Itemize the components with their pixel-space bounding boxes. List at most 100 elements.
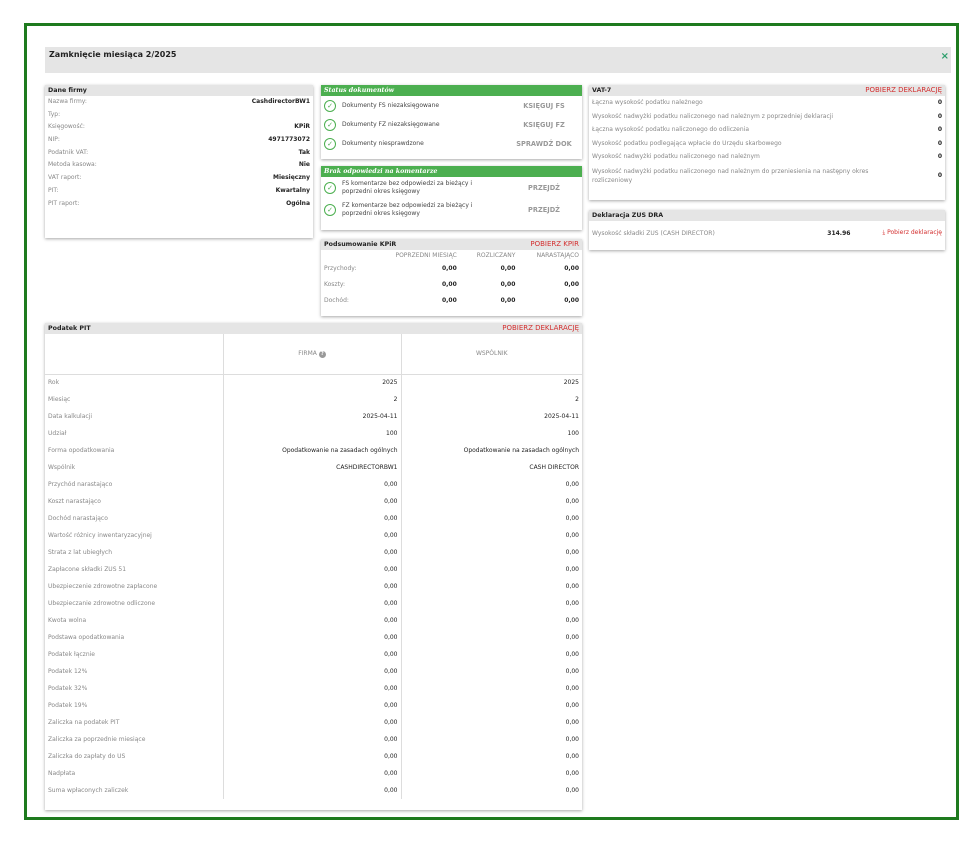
pit-wspolnik-value: 0,00 — [565, 498, 579, 505]
kpir-value: 0,00 — [564, 280, 579, 288]
zus-download-label: Pobierz deklarację — [887, 229, 942, 236]
download-vat-declaration-link[interactable]: POBIERZ DEKLARACJĘ — [865, 86, 942, 94]
pit-wspolnik-value: 0,00 — [565, 634, 579, 641]
comment-action-button[interactable]: PRZEJDŹ — [528, 184, 560, 192]
kpir-value: 0,00 — [500, 264, 516, 272]
download-pit-declaration-link[interactable]: POBIERZ DEKLARACJĘ — [502, 324, 579, 332]
pit-field-label: Dochód narastająco — [48, 515, 108, 522]
pit-field-label: Ubezpieczanie zdrowotne odliczone — [48, 600, 156, 607]
company-field-value: Ogólna — [286, 199, 310, 207]
company-row: PIT raport: Ogólna — [45, 198, 313, 211]
status-text: Dokumenty FS niezaksięgowane — [342, 102, 440, 109]
pit-wspolnik-value: 0,00 — [565, 515, 579, 522]
pit-wspolnik-value: 0,00 — [565, 668, 579, 675]
status-action-button[interactable]: KSIĘGUJ FS — [523, 101, 565, 110]
vat-row: Wysokość podatku podlegająca wpłacie do … — [589, 137, 945, 151]
pit-field-label: Ubezpieczenie zdrowotne zapłacone — [48, 583, 158, 590]
pit-row: Zaliczka do zapłaty do US 0,00 0,00 — [45, 748, 582, 765]
vat-field-label: Wysokość podatku podlegająca wpłacie do … — [592, 139, 782, 147]
check-circle-icon: ✓ — [324, 204, 336, 216]
company-field-value: Miesięczny — [272, 174, 310, 182]
pit-row: Dochód narastająco 0,00 0,00 — [45, 510, 582, 527]
company-field-value: CashdirectorBW1 — [251, 98, 310, 105]
kpir-value: 0,00 — [500, 296, 516, 304]
company-row: Nazwa firmy: CashdirectorBW1 — [45, 96, 313, 109]
company-field-label: PIT raport: — [48, 199, 80, 207]
pit-firma-value: 0,00 — [222, 561, 402, 578]
company-rows: Nazwa firmy: CashdirectorBW1 Typ: Księgowoś… — [45, 96, 313, 210]
zus-download[interactable]: ⤓ Pobierz deklarację — [883, 229, 942, 237]
pit-firma-value: 0,00 — [222, 765, 402, 782]
pit-firma-value: 0,00 — [222, 493, 402, 510]
comment-text: FZ komentarze bez odpowiedzi za bieżący … — [342, 202, 473, 217]
pit-wspolnik-value: 0,00 — [565, 600, 579, 607]
vat-row: Łączna wysokość podatku należnego 0 — [589, 96, 945, 110]
pit-firma-value: 0,00 — [222, 646, 402, 663]
pit-wspolnik-value: 0,00 — [565, 753, 579, 760]
pit-field-label: Zaliczka na podatek PIT — [48, 719, 120, 726]
pit-field-label: Wartość różnicy inwentaryzacyjnej — [48, 532, 152, 539]
company-field-label: Typ: — [48, 110, 61, 118]
pit-wspolnik-value: 0,00 — [565, 549, 579, 556]
check-circle-icon: ✓ — [324, 182, 336, 194]
pit-row: Podstawa opodatkowania 0,00 0,00 — [45, 629, 582, 646]
app-frame: Zamknięcie miesiąca 2/2025 × Dane firmy … — [24, 23, 959, 820]
company-field-label: NIP: — [48, 136, 60, 144]
company-row: Typ: — [45, 109, 313, 122]
pit-row: Koszt narastająco 0,00 0,00 — [45, 493, 582, 510]
pit-col-wspolnik: WSPÓLNIK — [401, 334, 582, 375]
pit-firma-value: 0,00 — [222, 697, 402, 714]
pit-firma-value: 0,00 — [222, 510, 402, 527]
kpir-col-header: NARASTAJĄCO — [536, 251, 579, 259]
company-field-value: Nie — [298, 161, 310, 169]
pit-field-label: Przychód narastająco — [48, 481, 113, 488]
company-field-label: VAT raport: — [48, 174, 82, 182]
zus-panel-title: Deklaracja ZUS DRA — [589, 210, 945, 221]
company-row: NIP: 4971773072 — [45, 134, 313, 147]
kpir-value: 0,00 — [441, 264, 457, 272]
status-rows: ✓ Dokumenty FS niezaksięgowane KSIĘGUJ FS ✓… — [321, 96, 582, 153]
status-action-button[interactable]: SPRAWDŹ DOK — [516, 139, 572, 148]
pit-field-label: Suma wpłaconych zaliczek — [48, 787, 129, 794]
pit-row: Zaliczka na podatek PIT 0,00 0,00 — [45, 714, 582, 731]
close-icon[interactable]: × — [940, 51, 949, 62]
pit-field-label: Koszt narastająco — [48, 498, 101, 505]
status-row: ✓ Dokumenty niesprawdzone SPRAWDŹ DOK — [321, 134, 582, 153]
pit-row: Kwota wolna 0,00 0,00 — [45, 612, 582, 629]
zus-row: Wysokość składki ZUS (CASH DIRECTOR) 314… — [589, 221, 945, 245]
status-action-button[interactable]: KSIĘGUJ FZ — [523, 120, 565, 129]
pit-wspolnik-value: 0,00 — [565, 583, 579, 590]
kpir-title: Podsumowanie KPiR — [324, 241, 397, 248]
kpir-row: Dochód: 0,00 0,00 0,00 — [321, 292, 582, 308]
pit-firma-value: 0,00 — [222, 731, 402, 748]
pit-wspolnik-value: 0,00 — [565, 702, 579, 709]
download-kpir-link[interactable]: POBIERZ KPIR — [530, 240, 579, 248]
pit-row: Strata z lat ubiegłych 0,00 0,00 — [45, 544, 582, 561]
check-circle-icon: ✓ — [324, 118, 336, 131]
comments-panel: Brak odpowiedzi na komentarze ✓ FS koment… — [321, 166, 582, 230]
pit-field-label: Zapłacone składki ZUS 51 — [48, 566, 127, 573]
pit-firma-value: 0,00 — [222, 629, 402, 646]
company-field-label: Podatnik VAT: — [48, 148, 89, 156]
pit-wspolnik-value: 100 — [567, 430, 579, 437]
kpir-row: Koszty: 0,00 0,00 0,00 — [321, 276, 582, 292]
vat-rows: Łączna wysokość podatku należnego 0 Wysoko… — [589, 96, 945, 188]
company-field-value: Kwartalny — [275, 186, 310, 194]
pit-row: Forma opodatkowania Opodatkowanie na zasa… — [45, 442, 582, 459]
vat-field-label: Łączna wysokość podatku naliczonego do o… — [592, 126, 750, 134]
status-row: ✓ Dokumenty FZ niezaksięgowane KSIĘGUJ FZ — [321, 115, 582, 134]
company-field-label: PIT: — [48, 186, 59, 194]
vat-field-value: 0 — [937, 126, 942, 134]
comments-panel-title: Brak odpowiedzi na komentarze — [321, 166, 582, 177]
pit-row: Wartość różnicy inwentaryzacyjnej 0,00 0,0… — [45, 527, 582, 544]
company-field-value: Tak — [298, 148, 310, 156]
pit-firma-value: 2 — [222, 391, 402, 408]
pit-field-label: Rok — [48, 379, 60, 387]
pit-row: Zapłacone składki ZUS 51 0,00 0,00 — [45, 561, 582, 578]
pit-field-label: Wspólnik — [48, 464, 76, 471]
vat-row: Łączna wysokość podatku naliczonego do o… — [589, 123, 945, 137]
help-icon[interactable]: ? — [318, 350, 326, 358]
pit-firma-value: 0,00 — [222, 663, 402, 680]
pit-wspolnik-value: 0,00 — [565, 787, 579, 794]
comment-action-button[interactable]: PRZEJDŹ — [528, 206, 560, 214]
